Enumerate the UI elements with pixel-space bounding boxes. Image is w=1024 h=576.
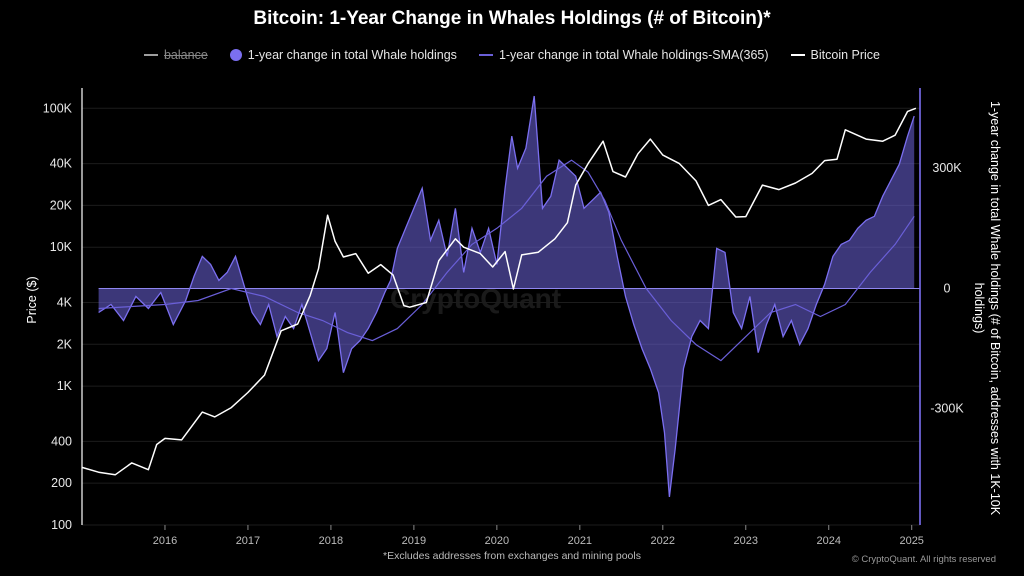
y-left-tick-label: 4K xyxy=(57,295,73,309)
whale-change-area xyxy=(98,96,915,497)
whale-sma-line xyxy=(98,159,915,362)
x-tick-label: 2019 xyxy=(402,535,426,547)
y-left-tick-label: 10K xyxy=(50,240,73,254)
legend-label-balance: balance xyxy=(163,48,208,62)
y-axis-left-label: Price ($) xyxy=(25,276,39,324)
legend-swatch-whale-change xyxy=(229,49,242,61)
whale-change-line xyxy=(98,95,915,497)
bitcoin-price-line xyxy=(81,107,917,476)
x-tick-label: 2023 xyxy=(734,535,758,547)
whale-change-fill xyxy=(98,96,920,497)
y-left-tick-label: 20K xyxy=(50,198,73,212)
legend-item-whale-sma[interactable]: 1-year change in total Whale holdings-SM… xyxy=(478,48,769,62)
axes: 100K 40K 20K 10K 4K 2K 1K 400 200 100 300K 0 -300K 20… xyxy=(43,88,964,547)
x-tick-label: 2018 xyxy=(319,535,343,547)
legend-item-whale-change[interactable]: 1-year change in total Whale holdings xyxy=(229,48,457,62)
x-tick-label: 2022 xyxy=(651,535,675,547)
legend-label-bitcoin-price: Bitcoin Price xyxy=(810,48,881,62)
y-left-tick-label: 2K xyxy=(57,337,73,351)
y-right-tick-label: 300K xyxy=(932,161,962,175)
footnote: *Excludes addresses from exchanges and m… xyxy=(383,550,641,562)
chart-title: Bitcoin: 1-Year Change in Whales Holding… xyxy=(253,8,771,29)
y-left-tick-label: 40K xyxy=(50,157,73,171)
legend-swatch-balance xyxy=(143,54,158,56)
legend-item-balance[interactable]: balance xyxy=(143,48,208,62)
y-left-tick-label: 100 xyxy=(51,518,72,532)
x-tick-label: 2021 xyxy=(568,535,592,547)
y-left-tick-label: 200 xyxy=(51,476,72,490)
legend-swatch-whale-sma xyxy=(478,54,493,56)
x-tick-label: 2017 xyxy=(236,535,260,547)
x-tick-label: 2025 xyxy=(899,535,923,547)
copyright: © CryptoQuant. All rights reserved xyxy=(851,554,996,565)
legend-swatch-bitcoin-price xyxy=(790,54,805,56)
x-tick-label: 2024 xyxy=(816,535,840,547)
legend-item-bitcoin-price[interactable]: Bitcoin Price xyxy=(790,48,881,62)
y-left-tick-label: 1K xyxy=(57,379,73,393)
y-left-tick-label: 400 xyxy=(51,434,72,448)
legend-label-whale-sma: 1-year change in total Whale holdings-SM… xyxy=(498,48,769,62)
legend: balance 1-year change in total Whale hol… xyxy=(0,48,1024,62)
y-axis-right-label: 1-year change in total Whale holdings (#… xyxy=(972,100,1002,516)
series-lines xyxy=(81,95,917,497)
y-right-tick-label: 0 xyxy=(944,281,951,295)
x-tick-label: 2016 xyxy=(153,535,177,547)
legend-label-whale-change: 1-year change in total Whale holdings xyxy=(247,48,457,62)
y-right-tick-label: -300K xyxy=(930,402,964,416)
x-tick-label: 2020 xyxy=(485,535,509,547)
y-left-tick-label: 100K xyxy=(43,101,73,115)
